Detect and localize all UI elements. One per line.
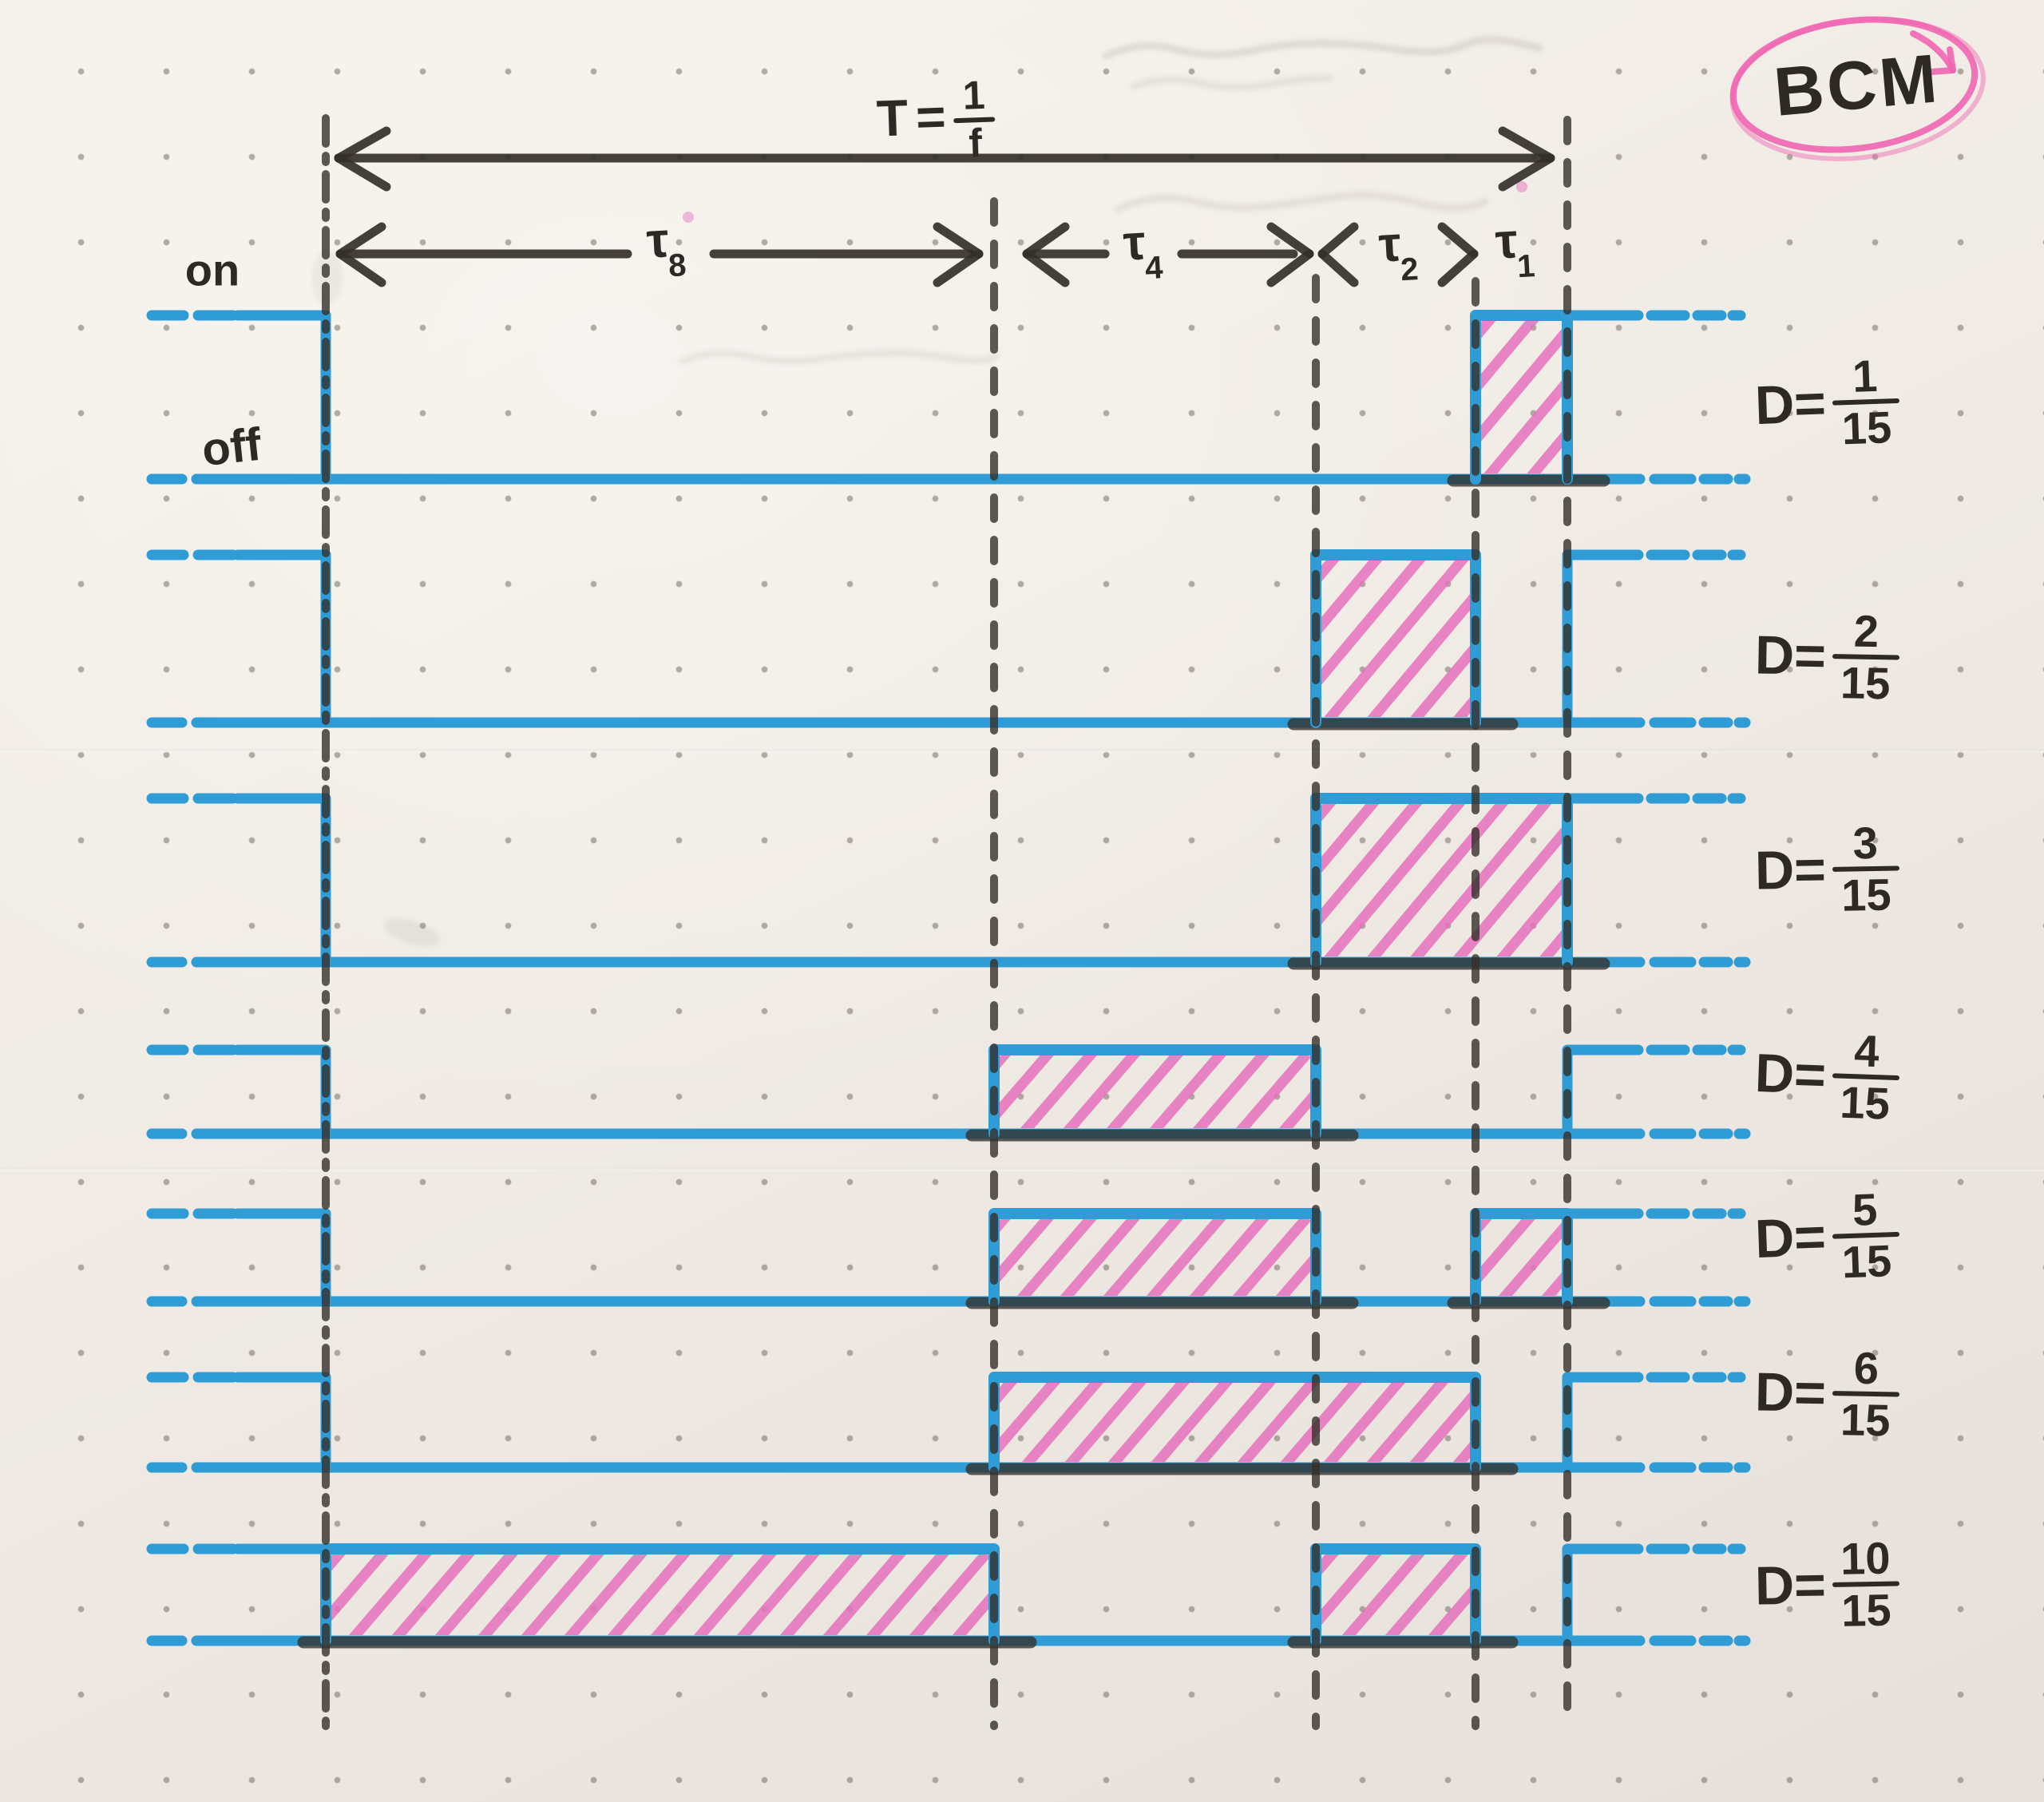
- duty-prefix: D=: [1753, 373, 1828, 437]
- slot-boundary-lines: [322, 114, 1571, 1730]
- period-arrow: [334, 126, 1555, 192]
- pulse-hatch: [999, 1383, 1471, 1462]
- pulse-hatch: [999, 1219, 1311, 1296]
- tau-arrows: [335, 222, 1479, 287]
- duty-numerator: 3: [1852, 817, 1879, 869]
- bcm-badge: BCM: [1771, 40, 1943, 131]
- waveform-row-2: [146, 549, 1751, 731]
- waveform-row-5: [146, 1208, 1751, 1309]
- bcm-circle: [1729, 16, 1986, 161]
- duty-denominator: 15: [1840, 402, 1893, 454]
- duty-denominator: 15: [1840, 1394, 1891, 1446]
- period-label: T = 1 f: [875, 71, 997, 166]
- pulse-hatch: [1321, 560, 1471, 717]
- duty-numerator: 10: [1840, 1532, 1891, 1584]
- pulse-hatch: [1321, 1554, 1471, 1635]
- duty-numerator: 5: [1851, 1183, 1879, 1235]
- duty-denominator: 15: [1839, 1076, 1891, 1129]
- on-label: on: [184, 244, 240, 295]
- waveform-row-7: [146, 1543, 1751, 1649]
- duty-fraction: 3 15: [1832, 817, 1900, 921]
- duty-prefix: D=: [1754, 1361, 1827, 1424]
- period-eq: =: [914, 87, 947, 146]
- tau-label-2: τ2: [1377, 216, 1420, 288]
- duty-fraction: 4 15: [1831, 1025, 1901, 1129]
- pulse-hatch: [1480, 1219, 1563, 1296]
- duty-fraction: 1 15: [1831, 350, 1901, 454]
- pulse-hatch: [999, 1055, 1311, 1128]
- tau-label-8: τ8: [645, 212, 687, 284]
- pink-smudges: [683, 181, 1527, 223]
- pulse-hatch: [1321, 804, 1563, 956]
- duty-numerator: 4: [1853, 1025, 1880, 1077]
- tau-label-1: τ1: [1494, 213, 1536, 285]
- period-frac-num: 1: [961, 72, 986, 118]
- duty-fraction: 5 15: [1831, 1183, 1901, 1288]
- duty-prefix: D=: [1753, 1043, 1828, 1107]
- duty-numerator: 2: [1853, 605, 1880, 657]
- duty-fraction: 2 15: [1832, 605, 1900, 709]
- duty-label-2: D= 2 15: [1754, 605, 1900, 709]
- duty-denominator: 15: [1840, 1235, 1893, 1288]
- waveform-row-4: [146, 1044, 1751, 1142]
- duty-prefix: D=: [1754, 839, 1827, 901]
- duty-fraction: 6 15: [1832, 1342, 1900, 1446]
- waveform-row-6: [146, 1372, 1751, 1475]
- period-frac-den: f: [968, 120, 983, 166]
- ghost-writing: [311, 36, 1543, 947]
- duty-prefix: D=: [1753, 1206, 1828, 1270]
- duty-label-1: D= 1 15: [1753, 350, 1901, 454]
- waveform-row-3: [146, 793, 1751, 970]
- duty-fraction: 10 15: [1832, 1532, 1900, 1636]
- waveform-row-1: [146, 310, 1751, 487]
- duty-label-5: D= 5 15: [1753, 1183, 1901, 1288]
- duty-label-3: D= 3 15: [1754, 817, 1900, 921]
- duty-prefix: D=: [1754, 1554, 1827, 1617]
- duty-numerator: 6: [1853, 1342, 1880, 1394]
- duty-denominator: 15: [1840, 869, 1892, 921]
- tau-label-4: τ4: [1122, 215, 1164, 287]
- duty-numerator: 1: [1851, 350, 1879, 402]
- pulse-hatch: [331, 1554, 989, 1635]
- duty-label-7: D= 10 15: [1754, 1532, 1900, 1636]
- duty-denominator: 15: [1840, 1584, 1892, 1636]
- period-lhs: T: [875, 88, 909, 148]
- pulse-hatch: [1480, 321, 1563, 473]
- duty-label-6: D= 6 15: [1754, 1342, 1900, 1446]
- off-label: off: [199, 418, 264, 477]
- duty-label-4: D= 4 15: [1753, 1025, 1901, 1129]
- duty-denominator: 15: [1840, 657, 1891, 709]
- period-fraction: 1 f: [953, 72, 997, 166]
- duty-prefix: D=: [1754, 624, 1827, 687]
- waveforms: [146, 310, 1751, 1649]
